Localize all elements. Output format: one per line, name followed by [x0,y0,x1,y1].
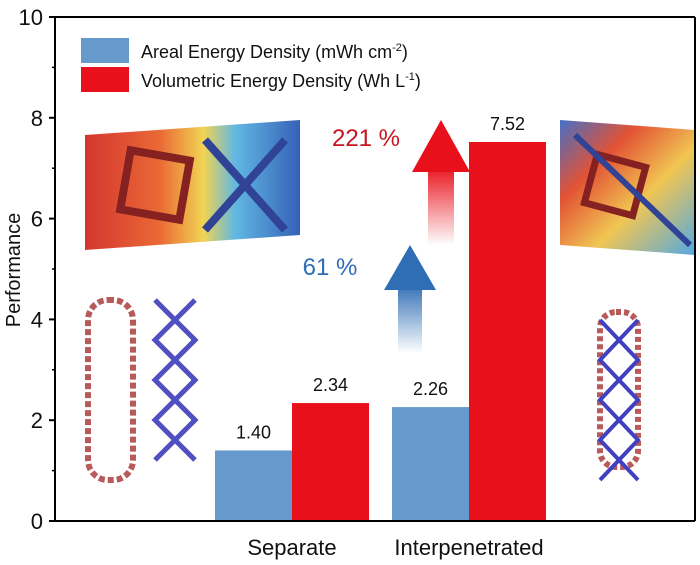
y-tick-label: 0 [31,509,43,534]
bar-separate-0 [215,450,292,521]
annotation-61-percent: 61 % [303,254,358,281]
y-tick-label: 10 [19,5,43,30]
bar-data-label: 2.26 [413,379,448,399]
y-tick-label: 8 [31,106,43,131]
x-tick-label-separate: Separate [247,535,336,560]
bar-separate-1 [292,403,369,521]
separate-lattice-blue [151,298,199,462]
bar-data-label: 2.34 [313,375,348,395]
y-tick-label: 2 [31,408,43,433]
y-tick-label: 4 [31,307,43,332]
annotation-221-percent: 221 % [332,125,400,152]
bar-interpenetrated-0 [392,407,469,521]
legend-swatch-areal [81,38,129,63]
legend-swatch-volumetric [81,67,129,92]
interpenetrated-lattice [597,309,641,482]
increase-arrow-blue [384,245,436,353]
increase-arrow-red [412,120,470,245]
bar-data-label: 1.40 [236,422,271,442]
bar-interpenetrated-1 [469,141,546,521]
separate-lattice-red [85,297,136,483]
separate-structure-render [85,120,300,250]
legend-label-areal: Areal Energy Density (mWh cm-2) [141,42,408,62]
y-tick-label: 6 [31,207,43,232]
legend: Areal Energy Density (mWh cm-2) Volumetr… [81,38,421,92]
interpenetrated-structure-render [560,120,695,255]
x-tick-label-interpenetrated: Interpenetrated [394,535,543,560]
bar-data-label: 7.52 [490,114,525,134]
legend-label-volumetric: Volumetric Energy Density (Wh L-1) [141,71,421,91]
y-axis-label: Performance [3,213,25,328]
